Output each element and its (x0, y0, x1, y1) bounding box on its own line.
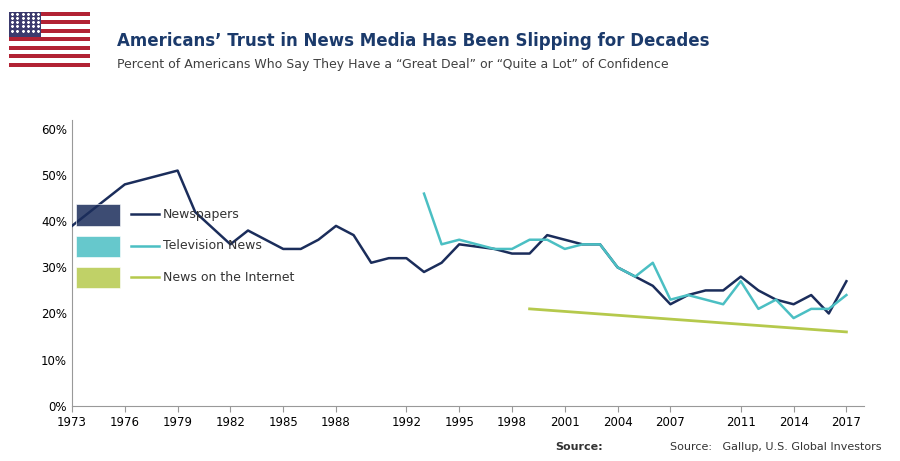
FancyBboxPatch shape (76, 204, 120, 225)
Text: Source:   Gallup, U.S. Global Investors: Source: Gallup, U.S. Global Investors (670, 442, 882, 452)
Text: Newspapers: Newspapers (163, 208, 239, 221)
Text: Percent of Americans Who Say They Have a “Great Deal” or “Quite a Lot” of Confid: Percent of Americans Who Say They Have a… (117, 58, 669, 71)
Bar (9, 33, 90, 37)
Bar (9, 37, 90, 41)
Bar (9, 12, 41, 37)
Bar (9, 20, 90, 24)
Text: Source:: Source: (555, 442, 603, 452)
Text: News on the Internet: News on the Internet (163, 271, 294, 284)
Bar (9, 41, 90, 46)
FancyBboxPatch shape (76, 267, 120, 289)
Text: Americans’ Trust in News Media Has Been Slipping for Decades: Americans’ Trust in News Media Has Been … (117, 32, 709, 50)
Text: Television News: Television News (163, 239, 262, 252)
Bar (9, 63, 90, 67)
Bar (9, 16, 90, 20)
Bar (9, 46, 90, 50)
Bar (9, 12, 90, 16)
FancyBboxPatch shape (76, 236, 120, 257)
Bar (9, 54, 90, 59)
Bar (9, 50, 90, 54)
Bar (9, 59, 90, 63)
Bar (9, 29, 90, 33)
Bar (9, 24, 90, 29)
